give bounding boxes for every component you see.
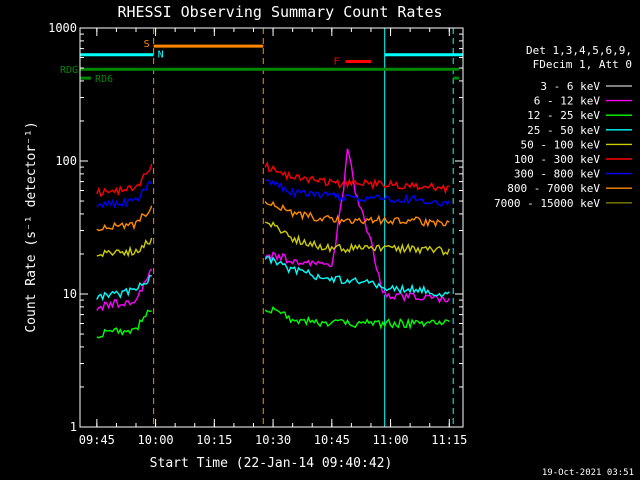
series-line xyxy=(264,305,450,330)
flag-label: S xyxy=(144,39,150,50)
series-layer xyxy=(96,148,450,339)
series-line xyxy=(264,200,450,228)
legend-header: FDecim 1, Att 0 xyxy=(533,58,632,71)
legend-label: 7000 - 15000 keV xyxy=(494,197,600,210)
legend-label: 800 - 7000 keV xyxy=(507,182,600,195)
x-tick-label: 11:15 xyxy=(431,433,467,447)
x-tick-label: 10:30 xyxy=(255,433,291,447)
x-tick-label: 10:00 xyxy=(138,433,174,447)
flag-label: RDG xyxy=(60,65,78,76)
series-line xyxy=(96,180,153,209)
flag-label: F xyxy=(333,56,339,67)
vertical-markers xyxy=(79,28,454,427)
x-tick-label: 11:00 xyxy=(372,433,408,447)
series-line xyxy=(264,179,450,207)
series-line xyxy=(96,274,153,315)
series-line xyxy=(264,148,450,304)
series-line xyxy=(96,274,152,302)
legend-label: 12 - 25 keV xyxy=(527,109,600,122)
x-axis-label: Start Time (22-Jan-14 09:40:42) xyxy=(150,456,393,471)
x-tick-label: 10:45 xyxy=(314,433,350,447)
legend-label: 100 - 300 keV xyxy=(514,153,600,166)
legend: Det 1,3,4,5,6,9,FDecim 1, Att 0 3 - 6 keV… xyxy=(494,44,632,210)
series-line xyxy=(264,161,450,195)
footer-date: 19-Oct-2021 03:51 xyxy=(541,468,634,478)
flag-bars: SN F RDG RD6 xyxy=(60,39,463,85)
series-line xyxy=(264,220,450,256)
legend-label: 25 - 50 keV xyxy=(527,124,600,137)
flag-label: RD6 xyxy=(95,74,113,85)
y-tick-label: 1000 xyxy=(48,21,77,35)
legend-label: 300 - 800 keV xyxy=(514,168,600,181)
series-line xyxy=(96,268,153,312)
legend-label: 3 - 6 keV xyxy=(540,80,600,93)
y-tick-label: 1 xyxy=(70,420,77,434)
series-line xyxy=(96,309,152,339)
x-tick-label: 10:15 xyxy=(196,433,232,447)
series-line xyxy=(96,163,153,198)
chart-title: RHESSI Observing Summary Count Rates xyxy=(117,3,442,21)
series-line xyxy=(264,255,450,298)
y-axis-label: Count Rate (s⁻¹ detector⁻¹) xyxy=(24,121,39,332)
plot-frame xyxy=(79,27,464,428)
legend-label: 6 - 12 keV xyxy=(534,95,601,108)
y-tick-label: 10 xyxy=(63,287,77,301)
series-line xyxy=(264,246,450,306)
flag-label: N xyxy=(158,50,164,61)
series-line xyxy=(96,205,153,232)
legend-label: 50 - 100 keV xyxy=(521,138,601,151)
axes: 1 10 100 1000 09:45 10:00 10:15 10:30 10:45 11:00… xyxy=(48,21,467,447)
legend-header: Det 1,3,4,5,6,9, xyxy=(526,44,632,57)
series-line xyxy=(96,237,153,258)
y-tick-label: 100 xyxy=(55,154,77,168)
x-tick-label: 09:45 xyxy=(79,433,115,447)
